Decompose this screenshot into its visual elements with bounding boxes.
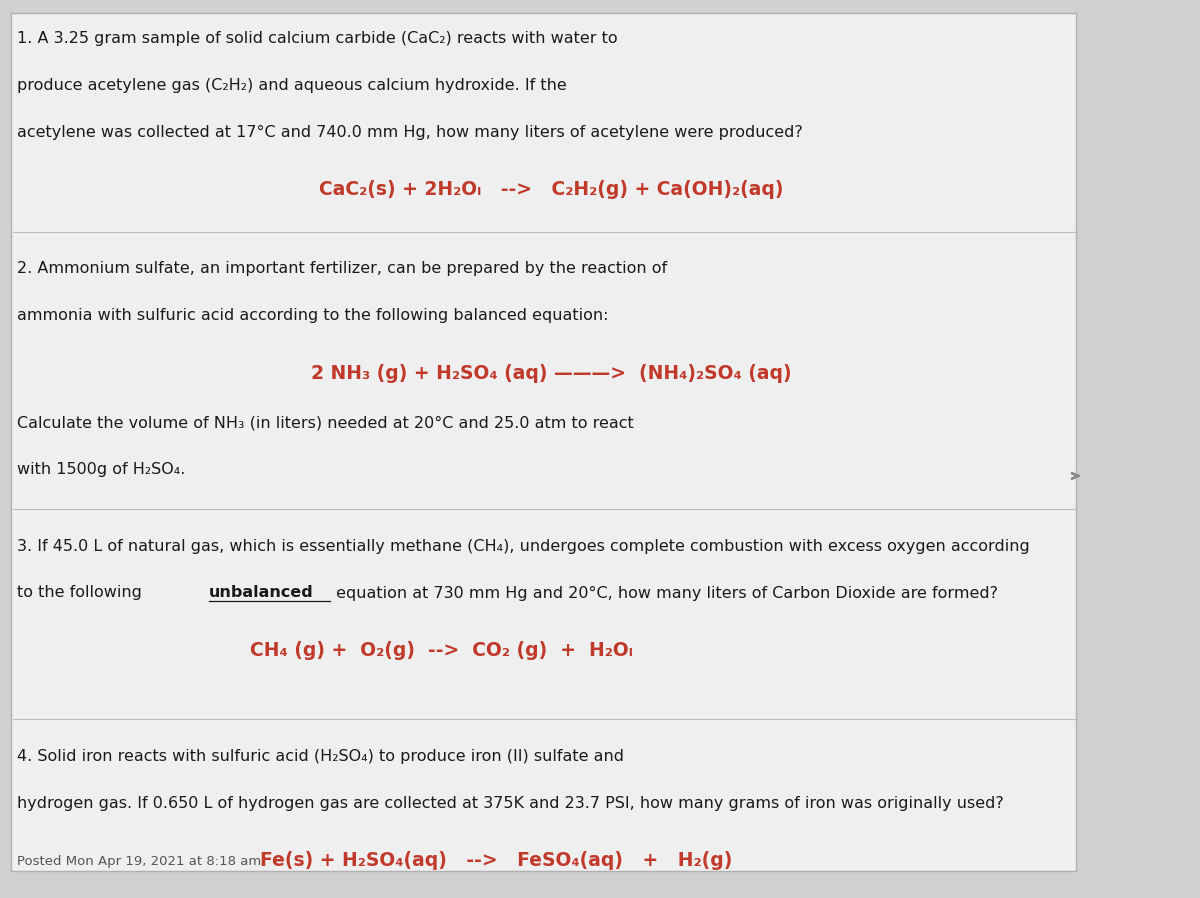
Text: CH₄ (g) +  O₂(g)  -->  CO₂ (g)  +  H₂Oₗ: CH₄ (g) + O₂(g) --> CO₂ (g) + H₂Oₗ bbox=[250, 641, 632, 660]
Text: with 1500g of H₂SO₄.: with 1500g of H₂SO₄. bbox=[17, 462, 185, 478]
Text: ammonia with sulfuric acid according to the following balanced equation:: ammonia with sulfuric acid according to … bbox=[17, 308, 608, 323]
Text: Fe(s) + H₂SO₄(aq)   -->   FeSO₄(aq)   +   H₂(g): Fe(s) + H₂SO₄(aq) --> FeSO₄(aq) + H₂(g) bbox=[260, 851, 733, 870]
Text: produce acetylene gas (C₂H₂) and aqueous calcium hydroxide. If the: produce acetylene gas (C₂H₂) and aqueous… bbox=[17, 78, 566, 93]
Text: 1. A 3.25 gram sample of solid calcium carbide (CaC₂) reacts with water to: 1. A 3.25 gram sample of solid calcium c… bbox=[17, 31, 617, 47]
Text: acetylene was collected at 17°C and 740.0 mm Hg, how many liters of acetylene we: acetylene was collected at 17°C and 740.… bbox=[17, 125, 803, 140]
Text: 2 NH₃ (g) + H₂SO₄ (aq) ———>  (NH₄)₂SO₄ (aq): 2 NH₃ (g) + H₂SO₄ (aq) ———> (NH₄)₂SO₄ (a… bbox=[311, 364, 792, 383]
Text: 4. Solid iron reacts with sulfuric acid (H₂SO₄) to produce iron (II) sulfate and: 4. Solid iron reacts with sulfuric acid … bbox=[17, 749, 624, 764]
Text: Calculate the volume of NH₃ (in liters) needed at 20°C and 25.0 atm to react: Calculate the volume of NH₃ (in liters) … bbox=[17, 416, 634, 431]
Text: hydrogen gas. If 0.650 L of hydrogen gas are collected at 375K and 23.7 PSI, how: hydrogen gas. If 0.650 L of hydrogen gas… bbox=[17, 796, 1003, 811]
Text: CaC₂(s) + 2H₂Oₗ   -->   C₂H₂(g) + Ca(OH)₂(aq): CaC₂(s) + 2H₂Oₗ --> C₂H₂(g) + Ca(OH)₂(aq… bbox=[319, 180, 784, 199]
Text: equation at 730 mm Hg and 20°C, how many liters of Carbon Dioxide are formed?: equation at 730 mm Hg and 20°C, how many… bbox=[331, 585, 998, 601]
Text: Posted Mon Apr 19, 2021 at 8:18 am: Posted Mon Apr 19, 2021 at 8:18 am bbox=[17, 855, 260, 867]
Text: unbalanced: unbalanced bbox=[209, 585, 313, 601]
FancyBboxPatch shape bbox=[11, 13, 1075, 871]
Text: 2. Ammonium sulfate, an important fertilizer, can be prepared by the reaction of: 2. Ammonium sulfate, an important fertil… bbox=[17, 261, 667, 277]
Text: 3. If 45.0 L of natural gas, which is essentially methane (CH₄), undergoes compl: 3. If 45.0 L of natural gas, which is es… bbox=[17, 539, 1030, 554]
Text: to the following: to the following bbox=[17, 585, 146, 601]
